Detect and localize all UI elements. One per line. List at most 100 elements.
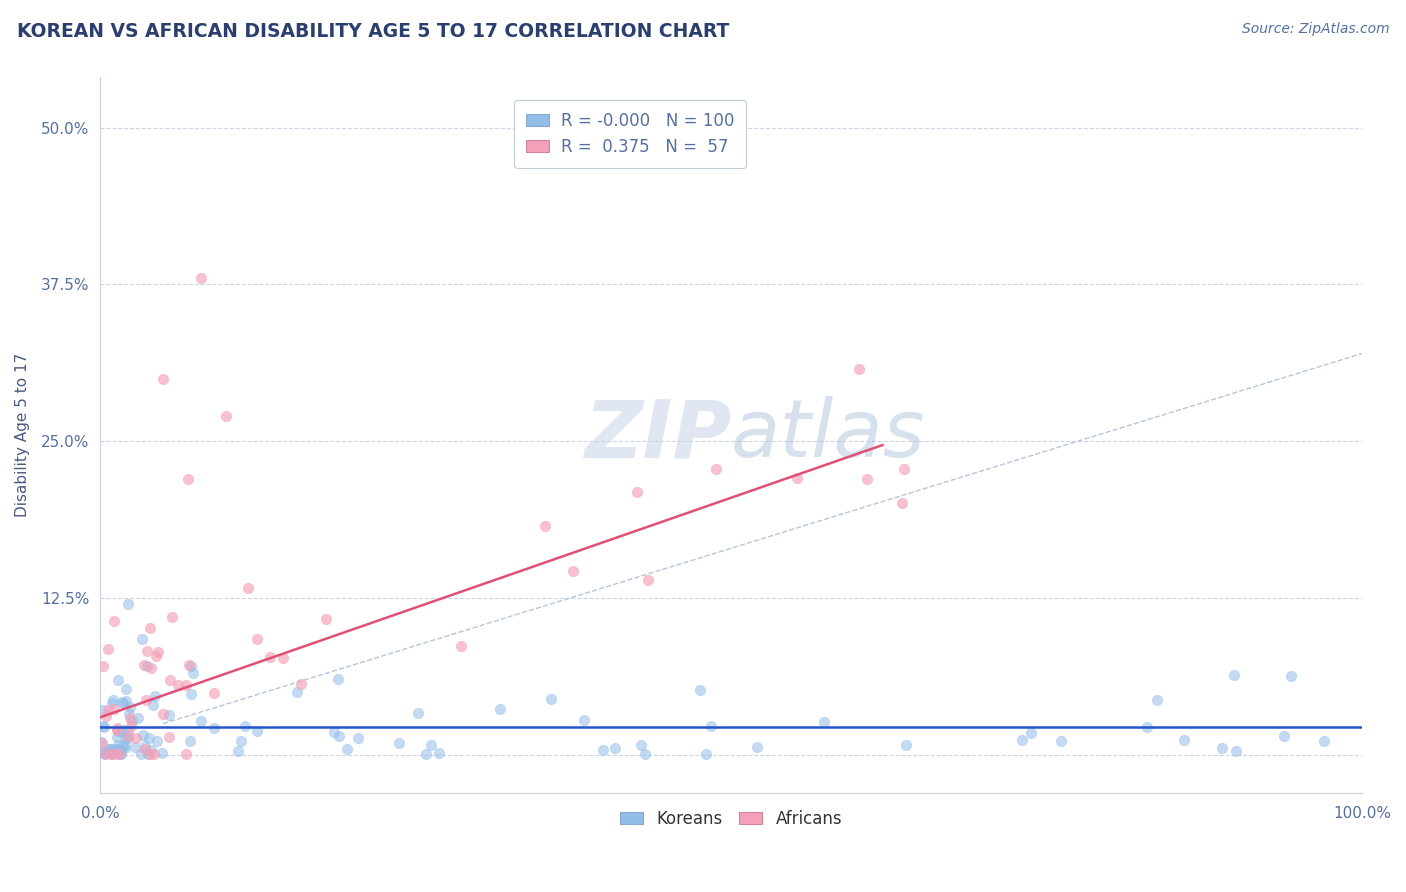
Point (1272, 729, 1295, 743)
Point (347, 731, 370, 745)
Point (107, 723, 129, 738)
Point (561, 564, 583, 578)
Point (630, 738, 652, 752)
Point (110, 724, 132, 739)
Y-axis label: Disability Age 5 to 17: Disability Age 5 to 17 (15, 353, 30, 517)
Point (112, 696, 135, 710)
Point (110, 747, 132, 761)
Point (98, 742, 121, 756)
Point (1211, 740, 1233, 755)
Point (1222, 667, 1244, 681)
Point (813, 714, 835, 729)
Point (111, 739, 134, 754)
Point (1173, 732, 1195, 747)
Point (162, 610, 184, 624)
Point (136, 747, 159, 761)
Point (118, 707, 141, 722)
Point (285, 685, 308, 699)
Point (174, 678, 197, 692)
Point (117, 598, 139, 612)
Point (117, 731, 139, 745)
Point (152, 706, 174, 721)
Point (105, 742, 128, 756)
Point (101, 692, 124, 706)
Point (135, 693, 157, 707)
Point (190, 714, 212, 729)
Point (111, 723, 134, 737)
Point (181, 666, 204, 681)
Point (118, 711, 141, 725)
Point (1019, 726, 1042, 740)
Text: KOREAN VS AFRICAN DISABILITY AGE 5 TO 17 CORRELATION CHART: KOREAN VS AFRICAN DISABILITY AGE 5 TO 17… (17, 22, 730, 41)
Point (97, 703, 120, 717)
Point (97, 742, 120, 756)
Legend: Koreans, Africans: Koreans, Africans (613, 803, 849, 834)
Point (104, 747, 127, 761)
Point (1146, 693, 1168, 707)
Point (229, 734, 252, 748)
Point (290, 677, 312, 691)
Point (138, 731, 160, 745)
Point (115, 731, 138, 745)
Point (125, 731, 148, 745)
Point (120, 700, 142, 714)
Point (695, 747, 717, 761)
Point (894, 738, 917, 752)
Point (152, 371, 174, 385)
Point (166, 678, 188, 692)
Point (145, 649, 167, 664)
Point (145, 690, 167, 704)
Point (336, 741, 359, 756)
Point (574, 713, 596, 727)
Point (179, 734, 201, 748)
Point (112, 738, 135, 752)
Point (100, 747, 122, 761)
Point (103, 615, 125, 629)
Point (1136, 720, 1159, 734)
Point (259, 649, 281, 664)
Point (134, 739, 156, 754)
Point (848, 362, 870, 376)
Point (202, 721, 225, 735)
Point (127, 710, 149, 724)
Point (91, 659, 114, 673)
Point (233, 719, 256, 733)
Point (540, 692, 562, 706)
Point (132, 729, 155, 743)
Point (328, 729, 350, 743)
Point (592, 742, 614, 756)
Point (117, 729, 139, 743)
Point (105, 721, 128, 735)
Point (142, 698, 165, 712)
Point (190, 271, 212, 285)
Point (322, 725, 344, 739)
Point (427, 746, 450, 760)
Point (177, 657, 200, 672)
Point (246, 723, 269, 738)
Point (146, 734, 169, 748)
Point (94, 747, 117, 761)
Point (700, 718, 723, 732)
Text: ZIP: ZIP (583, 396, 731, 474)
Point (94, 709, 117, 723)
Point (124, 740, 146, 755)
Point (134, 741, 156, 756)
Point (131, 632, 153, 647)
Point (129, 747, 152, 761)
Point (121, 714, 143, 728)
Point (626, 485, 648, 500)
Point (114, 682, 136, 697)
Point (202, 685, 225, 699)
Point (534, 519, 557, 533)
Point (91, 703, 114, 717)
Point (634, 747, 657, 761)
Point (226, 744, 249, 758)
Point (689, 683, 711, 698)
Point (388, 736, 411, 750)
Point (893, 462, 915, 476)
Point (101, 747, 124, 761)
Point (120, 719, 142, 733)
Point (148, 645, 170, 659)
Point (141, 743, 163, 757)
Point (315, 612, 337, 626)
